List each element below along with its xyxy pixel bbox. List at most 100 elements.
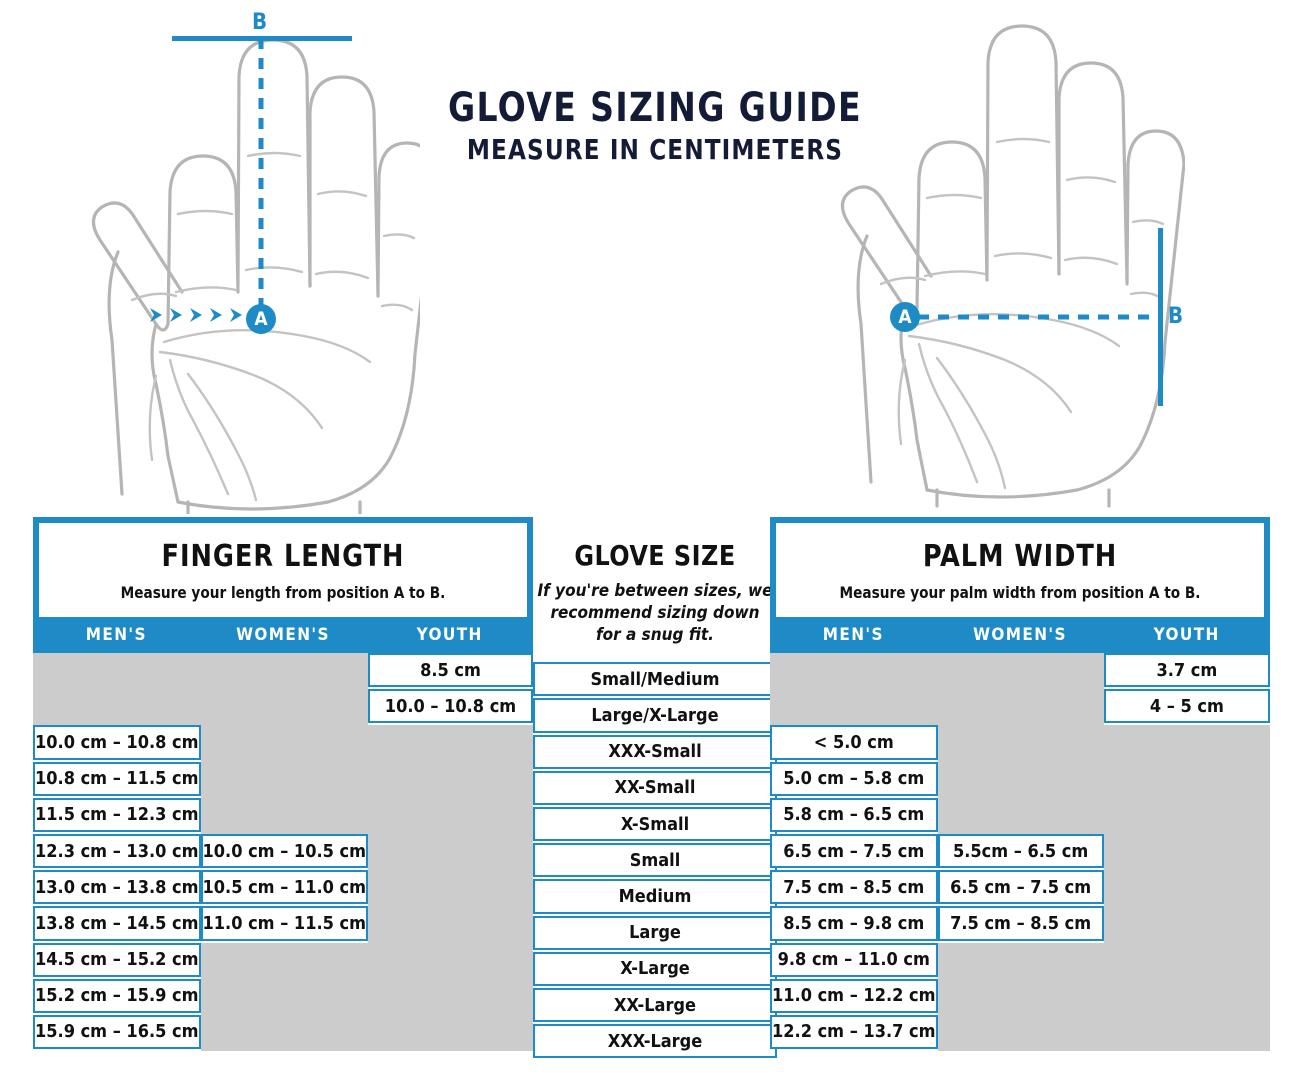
finger-length-youth-empty-cell xyxy=(368,725,533,762)
page-subtitle: MEASURE IN CENTIMETERS xyxy=(466,133,844,166)
finger-length-youth-empty-cell xyxy=(368,797,533,834)
palm-width-mens-cell: 12.2 cm – 13.7 cm xyxy=(770,1014,938,1050)
palm-width-mens-cell: 11.0 cm – 12.2 cm xyxy=(770,978,938,1013)
finger-length-youth-column: 8.5 cm 10.0 – 10.8 cm xyxy=(368,653,533,1052)
finger-length-dashed-line xyxy=(258,38,264,316)
palm-width-mens-empty-cell xyxy=(770,689,938,726)
palm-width-header: PALM WIDTH Measure your palm width from … xyxy=(770,517,1270,617)
finger-length-mens-empty-cell xyxy=(33,689,201,726)
palm-width-mens-cell: 5.0 cm – 5.8 cm xyxy=(770,761,938,796)
finger-length-womens-empty-cell xyxy=(200,797,368,834)
glove-size-cell: Large xyxy=(533,915,777,950)
finger-length-column-headers: MEN'S WOMEN'S YOUTH xyxy=(33,617,533,653)
finger-length-title: FINGER LENGTH xyxy=(161,539,405,574)
palm-width-womens-empty-cell xyxy=(937,761,1104,798)
finger-length-womens-empty-cell xyxy=(200,1014,368,1052)
palm-width-youth-column: 3.7 cm 4 – 5 cm xyxy=(1103,653,1270,1052)
finger-length-womens-cell: 11.0 cm – 11.5 cm xyxy=(200,906,368,941)
palm-width-column-headers: MEN'S WOMEN'S YOUTH xyxy=(770,617,1270,653)
palm-width-youth-empty-cell xyxy=(1103,942,1270,979)
finger-length-mens-cell: 11.5 cm – 12.3 cm xyxy=(33,797,201,832)
finger-length-womens-cell: 10.5 cm – 11.0 cm xyxy=(200,870,368,905)
finger-length-b-label: B xyxy=(252,10,268,35)
glove-size-panel: GLOVE SIZE If you're between sizes, we r… xyxy=(533,517,777,1061)
palm-width-b-ruler xyxy=(1158,228,1163,406)
glove-size-cell: Small xyxy=(533,843,777,878)
finger-length-womens-cell: 10.0 cm – 10.5 cm xyxy=(200,833,368,869)
glove-size-subtitle: If you're between sizes, we recommend si… xyxy=(537,581,773,646)
finger-length-mens-cell: 14.5 cm – 15.2 cm xyxy=(33,942,201,977)
palm-width-womens-cell: 7.5 cm – 8.5 cm xyxy=(937,906,1104,941)
palm-width-a-marker: A xyxy=(890,302,920,332)
palm-width-womens-cell: 6.5 cm – 7.5 cm xyxy=(937,870,1104,905)
finger-length-header-inner: FINGER LENGTH Measure your length from p… xyxy=(39,523,527,617)
palm-width-hand-illustration xyxy=(795,18,1185,513)
page-title: GLOVE SIZING GUIDE xyxy=(447,85,863,131)
finger-length-mens-cell: 12.3 cm – 13.0 cm xyxy=(33,833,201,869)
finger-length-womens-empty-cell xyxy=(200,725,368,762)
palm-width-youth-empty-cell xyxy=(1103,906,1270,943)
palm-width-mens-cell: 6.5 cm – 7.5 cm xyxy=(770,833,938,869)
finger-length-mens-cell: 10.8 cm – 11.5 cm xyxy=(33,761,201,796)
palm-width-womens-empty-cell xyxy=(937,942,1104,979)
glove-size-cell: XXX-Large xyxy=(533,1024,777,1059)
finger-length-col-youth: YOUTH xyxy=(416,625,483,645)
finger-length-mens-empty-cell xyxy=(33,653,201,690)
palm-width-mens-empty-cell xyxy=(770,653,938,690)
finger-length-youth-empty-cell xyxy=(368,978,533,1015)
finger-length-mens-cell: 15.9 cm – 16.5 cm xyxy=(33,1014,201,1050)
finger-length-mens-column: 10.0 cm – 10.8 cm 10.8 cm – 11.5 cm 11.5 c… xyxy=(33,653,201,1051)
palm-width-womens-empty-cell xyxy=(937,978,1104,1015)
palm-width-mens-column: < 5.0 cm 5.0 cm – 5.8 cm 5.8 cm – 6.5 cm 6.… xyxy=(770,653,938,1051)
palm-width-youth-empty-cell xyxy=(1103,833,1270,871)
finger-length-mens-cell: 13.0 cm – 13.8 cm xyxy=(33,870,201,905)
palm-width-youth-empty-cell xyxy=(1103,797,1270,834)
palm-width-panel: PALM WIDTH Measure your palm width from … xyxy=(770,517,1270,1052)
palm-width-youth-empty-cell xyxy=(1103,1014,1270,1052)
palm-width-youth-cell: 3.7 cm xyxy=(1103,653,1270,688)
palm-width-col-youth: YOUTH xyxy=(1153,625,1220,645)
finger-length-youth-empty-cell xyxy=(368,761,533,798)
finger-length-womens-empty-cell xyxy=(200,689,368,726)
finger-length-womens-column: 10.0 cm – 10.5 cm 10.5 cm – 11.0 cm 11.0 c… xyxy=(200,653,368,1052)
palm-width-mens-cell: 9.8 cm – 11.0 cm xyxy=(770,942,938,977)
finger-length-youth-empty-cell xyxy=(368,1014,533,1052)
finger-length-panel: FINGER LENGTH Measure your length from p… xyxy=(33,517,533,1052)
glove-size-header: GLOVE SIZE If you're between sizes, we r… xyxy=(533,517,777,657)
finger-length-hand-illustration xyxy=(60,24,420,514)
palm-width-mens-cell: 8.5 cm – 9.8 cm xyxy=(770,906,938,941)
glove-size-cell: Medium xyxy=(533,879,777,914)
palm-width-womens-column: 5.5cm – 6.5 cm 6.5 cm – 7.5 cm 7.5 cm – 8.… xyxy=(937,653,1104,1052)
palm-width-youth-empty-cell xyxy=(1103,870,1270,907)
finger-length-col-womens: WOMEN'S xyxy=(236,625,330,645)
palm-width-womens-empty-cell xyxy=(937,725,1104,762)
finger-length-mens-cell: 10.0 cm – 10.8 cm xyxy=(33,725,201,760)
finger-length-womens-empty-cell xyxy=(200,761,368,798)
palm-width-womens-cell: 5.5cm – 6.5 cm xyxy=(937,833,1104,869)
palm-width-mens-cell: 5.8 cm – 6.5 cm xyxy=(770,797,938,832)
finger-length-womens-empty-cell xyxy=(200,942,368,979)
finger-length-youth-empty-cell xyxy=(368,942,533,979)
finger-length-youth-cell: 10.0 – 10.8 cm xyxy=(368,689,533,724)
palm-width-youth-cell: 4 – 5 cm xyxy=(1103,689,1270,724)
palm-width-col-mens: MEN'S xyxy=(822,625,884,645)
glove-size-cell: X-Small xyxy=(533,807,777,842)
palm-width-subtitle: Measure your palm width from position A … xyxy=(839,583,1201,602)
glove-size-title: GLOVE SIZE xyxy=(574,539,736,572)
glove-size-cell: XX-Large xyxy=(533,987,777,1023)
finger-length-col-mens: MEN'S xyxy=(85,625,147,645)
finger-length-youth-empty-cell xyxy=(368,870,533,907)
palm-width-youth-empty-cell xyxy=(1103,725,1270,762)
palm-width-womens-empty-cell xyxy=(937,797,1104,834)
finger-length-womens-empty-cell xyxy=(200,978,368,1015)
page-title-block: GLOVE SIZING GUIDE MEASURE IN CENTIMETER… xyxy=(410,88,900,166)
glove-size-cell: XX-Small xyxy=(533,770,777,806)
finger-length-subtitle: Measure your length from position A to B… xyxy=(120,583,446,602)
palm-width-youth-empty-cell xyxy=(1103,761,1270,798)
palm-width-womens-empty-cell xyxy=(937,689,1104,726)
finger-length-youth-cell: 8.5 cm xyxy=(368,653,533,688)
palm-width-mens-cell: < 5.0 cm xyxy=(770,725,938,760)
palm-width-youth-empty-cell xyxy=(1103,978,1270,1015)
palm-width-header-inner: PALM WIDTH Measure your palm width from … xyxy=(776,523,1264,617)
